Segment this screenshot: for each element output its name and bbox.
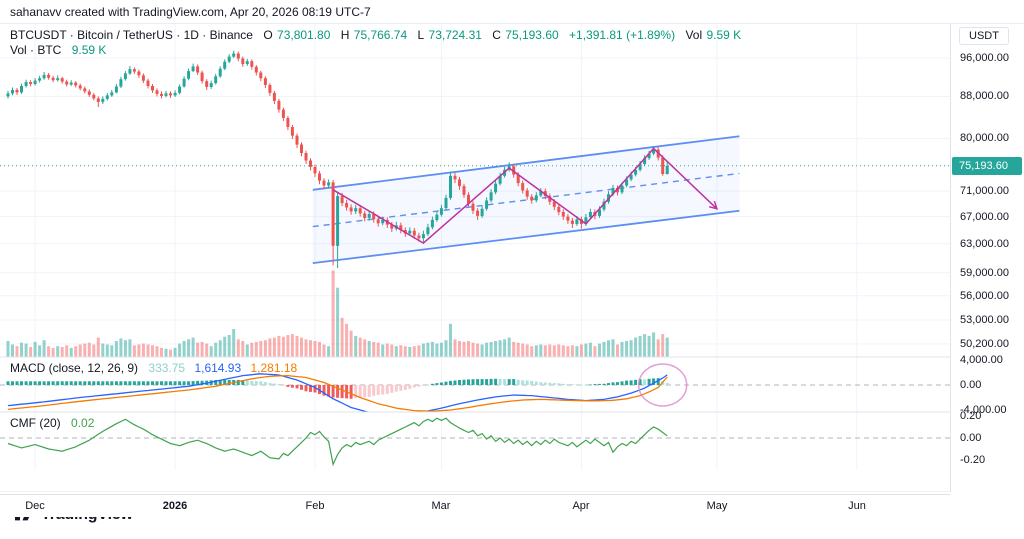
price-tick-label: 88,000.00 bbox=[960, 90, 1009, 102]
volume-series-value: 9.59 K bbox=[71, 43, 107, 57]
symbol-title: BTCUSDT · Bitcoin / TetherUS · 1D · Bina… bbox=[10, 28, 253, 42]
change-value: +1,391.81 (+1.89%) bbox=[569, 28, 676, 42]
high-value: 75,766.74 bbox=[353, 28, 408, 42]
cmf-legend[interactable]: CMF (20) 0.02 bbox=[10, 416, 94, 430]
cmf-title: CMF (20) bbox=[10, 416, 61, 430]
pane-separators bbox=[0, 356, 1024, 492]
time-tick-label: Apr bbox=[572, 500, 590, 512]
open-label: O bbox=[263, 28, 273, 42]
close-label: C bbox=[492, 28, 501, 42]
macd-title: MACD (close, 12, 26, 9) bbox=[10, 361, 139, 375]
time-tick-label: Jun bbox=[848, 500, 866, 512]
attribution-bar: sahanavv created with TradingView.com, A… bbox=[0, 0, 1024, 24]
high-label: H bbox=[340, 28, 350, 42]
attribution-text: sahanavv created with TradingView.com, A… bbox=[10, 5, 371, 19]
macd-tick-label: 4,000.00 bbox=[960, 354, 1003, 366]
macd-signal-value: 1,281.18 bbox=[250, 361, 298, 375]
price-tick-label: 56,000.00 bbox=[960, 290, 1009, 302]
low-label: L bbox=[417, 28, 425, 42]
macd-tick-label: 0.00 bbox=[960, 379, 982, 391]
open-value: 73,801.80 bbox=[277, 28, 331, 42]
symbol-legend[interactable]: BTCUSDT · Bitcoin / TetherUS · 1D · Bina… bbox=[10, 28, 741, 42]
currency-badge: USDT bbox=[959, 27, 1009, 45]
grid-layer bbox=[0, 24, 950, 470]
macd-hist-value: 333.75 bbox=[148, 361, 186, 375]
price-axis[interactable]: USDT 96,000.00 88,000.00 80,000.00 71,000.0… bbox=[950, 24, 1024, 492]
time-axis[interactable]: Dec 2026 Feb Mar Apr May Jun bbox=[0, 494, 950, 517]
cmf-line bbox=[7, 417, 668, 467]
price-tick-label: 50,200.00 bbox=[960, 338, 1009, 350]
time-tick-label: Feb bbox=[305, 500, 325, 512]
price-tick-label: 71,000.00 bbox=[960, 185, 1009, 197]
annotation-circle[interactable] bbox=[637, 363, 688, 407]
time-tick-label: 2026 bbox=[162, 500, 188, 512]
price-tick-label: 80,000.00 bbox=[960, 132, 1009, 144]
trend-channel[interactable] bbox=[312, 135, 740, 264]
last-price-tag: 75,193.60 bbox=[952, 157, 1022, 175]
macd-line-value: 1,614.93 bbox=[194, 361, 242, 375]
volume-layer[interactable] bbox=[6, 270, 669, 357]
close-value: 75,193.60 bbox=[505, 28, 559, 42]
cmf-tick-label: -0.20 bbox=[960, 454, 986, 466]
price-tick-label: 96,000.00 bbox=[960, 52, 1009, 64]
macd-pane[interactable] bbox=[0, 373, 950, 415]
cmf-value: 0.02 bbox=[71, 416, 95, 430]
low-value: 73,724.31 bbox=[428, 28, 482, 42]
volume-label: Vol bbox=[685, 28, 703, 42]
zigzag-pattern[interactable] bbox=[332, 147, 719, 245]
time-tick-label: Dec bbox=[25, 500, 45, 512]
macd-tick-label: -4,000.00 bbox=[960, 404, 1007, 416]
volume-series-label: Vol · BTC bbox=[10, 43, 62, 57]
macd-line bbox=[7, 373, 668, 412]
macd-signal-line bbox=[7, 374, 668, 412]
price-tick-label: 53,000.00 bbox=[960, 314, 1009, 326]
price-tick-label: 67,000.00 bbox=[960, 211, 1009, 223]
cmf-tick-label: 0.20 bbox=[960, 410, 982, 422]
cmf-tick-label: 0.00 bbox=[960, 432, 982, 444]
macd-legend[interactable]: MACD (close, 12, 26, 9) 333.75 1,614.93 … bbox=[10, 361, 297, 375]
chart-canvas[interactable] bbox=[0, 24, 1024, 492]
cmf-pane[interactable] bbox=[0, 417, 950, 467]
time-tick-label: May bbox=[706, 500, 728, 512]
volume-value: 9.59 K bbox=[706, 28, 742, 42]
price-tick-label: 59,000.00 bbox=[960, 267, 1009, 279]
price-tick-label: 63,000.00 bbox=[960, 238, 1009, 250]
volume-legend[interactable]: Vol · BTC 9.59 K bbox=[10, 43, 106, 57]
chart-area[interactable]: BTCUSDT · Bitcoin / TetherUS · 1D · Bina… bbox=[0, 24, 1024, 517]
macd-histogram bbox=[6, 378, 669, 399]
time-tick-label: Mar bbox=[431, 500, 451, 512]
